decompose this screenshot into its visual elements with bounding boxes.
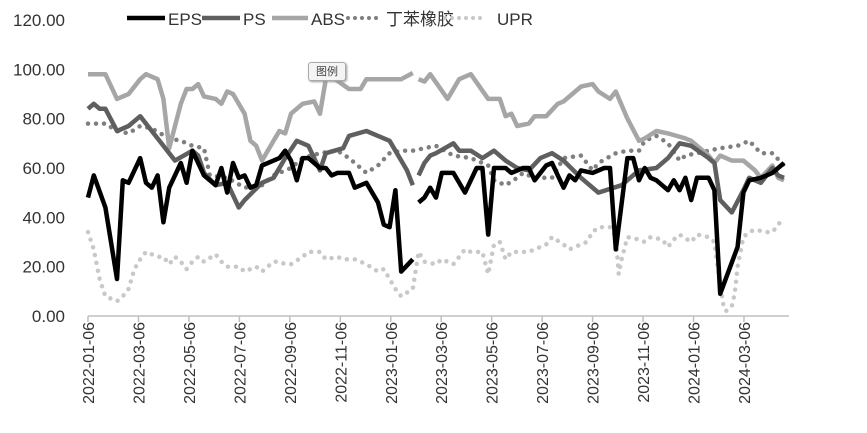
series-line-1 [86,101,785,215]
x-tick-label: 2022-07-06 [232,322,249,404]
series-line-0 [85,148,786,297]
y-tick-label: 100.00 [13,60,65,79]
series-line-4 [85,215,787,314]
x-tick-label: 2023-09-06 [586,322,603,404]
y-tick-label: 40.00 [22,208,65,227]
y-axis: 0.00 20.00 40.00 60.00 80.00 100.00 120.00 [13,11,65,326]
x-tick-label: 2023-03-06 [434,322,451,404]
legend-label: UPR [497,10,533,29]
x-tick-label: 2024-01-06 [687,322,704,404]
legend[interactable]: EPS PS ABS 丁苯橡胶 UPR [127,10,533,29]
x-tick-label: 2023-05-06 [485,322,502,404]
legend-label: PS [243,10,266,29]
series-line-2 [88,71,785,183]
y-tick-label: 20.00 [22,258,65,277]
x-tick-label: 2022-05-06 [182,322,199,404]
y-tick-label: 120.00 [13,11,65,30]
series-group [85,71,787,314]
legend-label: ABS [311,10,345,29]
y-tick-label: 0.00 [32,307,65,326]
x-tick-label: 2023-01-06 [384,322,401,404]
x-tick-label: 2022-09-06 [283,322,300,404]
legend-tooltip: 图例 [308,62,346,81]
legend-label: EPS [168,10,202,29]
y-tick-label: 60.00 [22,159,65,178]
x-tick-label: 2023-11-06 [636,322,653,403]
x-tick-label: 2022-03-06 [131,322,148,404]
x-tick-label: 2023-07-06 [535,322,552,404]
x-tick-label: 2024-03-06 [737,322,754,404]
x-axis: 2022-01-06 2022-03-06 2022-05-06 2022-07-06… [81,315,789,404]
x-tick-label: 2022-01-06 [81,322,98,404]
y-tick-label: 80.00 [22,110,65,129]
x-tick-label: 2022-11-06 [333,322,350,403]
series-line-3 [85,121,787,190]
legend-label: 丁苯橡胶 [386,10,454,29]
